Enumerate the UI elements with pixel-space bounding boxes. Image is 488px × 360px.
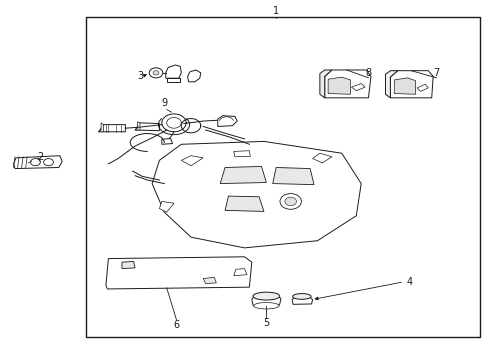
Polygon shape	[162, 139, 172, 144]
Polygon shape	[324, 70, 370, 98]
Circle shape	[153, 71, 159, 75]
Polygon shape	[272, 167, 313, 185]
Polygon shape	[393, 78, 415, 94]
Text: 6: 6	[173, 320, 179, 330]
Text: 7: 7	[432, 68, 439, 78]
Polygon shape	[135, 123, 159, 131]
Polygon shape	[220, 166, 266, 184]
Ellipse shape	[253, 302, 279, 309]
Polygon shape	[327, 77, 350, 94]
Polygon shape	[187, 70, 201, 82]
Polygon shape	[233, 151, 250, 157]
Ellipse shape	[252, 292, 279, 300]
Polygon shape	[291, 296, 312, 304]
Text: 2: 2	[37, 152, 43, 162]
Text: 8: 8	[365, 68, 371, 78]
Polygon shape	[99, 123, 103, 132]
Polygon shape	[122, 261, 135, 269]
Text: 9: 9	[161, 98, 167, 108]
Bar	[86, 18, 479, 337]
Text: 5: 5	[263, 318, 269, 328]
Ellipse shape	[292, 294, 310, 299]
Polygon shape	[319, 70, 331, 98]
Polygon shape	[416, 84, 427, 91]
Polygon shape	[181, 156, 203, 166]
Polygon shape	[312, 153, 331, 163]
Polygon shape	[217, 116, 237, 126]
Polygon shape	[203, 277, 216, 284]
Polygon shape	[165, 65, 181, 78]
Polygon shape	[224, 196, 264, 211]
Polygon shape	[99, 125, 125, 132]
Polygon shape	[135, 122, 140, 130]
Polygon shape	[14, 156, 62, 168]
Polygon shape	[166, 78, 180, 82]
Polygon shape	[351, 84, 365, 91]
Polygon shape	[106, 257, 251, 289]
Circle shape	[280, 194, 301, 209]
Text: 3: 3	[137, 71, 142, 81]
Circle shape	[149, 68, 163, 78]
Polygon shape	[385, 71, 397, 98]
Circle shape	[30, 158, 40, 166]
Circle shape	[43, 158, 53, 166]
Polygon shape	[389, 71, 432, 98]
Polygon shape	[159, 202, 174, 212]
Polygon shape	[251, 295, 281, 307]
Text: 4: 4	[406, 277, 412, 287]
Polygon shape	[152, 141, 361, 248]
Circle shape	[285, 197, 296, 206]
Text: 1: 1	[272, 6, 279, 17]
Polygon shape	[233, 269, 246, 276]
